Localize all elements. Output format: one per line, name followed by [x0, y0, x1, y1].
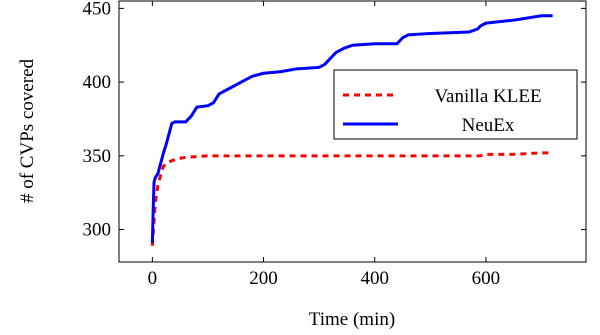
plot-frame — [118, 0, 587, 263]
ticks-layer: 0 200 400 600 300 350 400 450 — [83, 0, 586, 289]
y-tick-label: 400 — [83, 72, 112, 93]
legend: Vanilla KLEE NeuEx — [333, 69, 578, 140]
y-tick-label: 350 — [83, 146, 112, 167]
x-tick-label: 200 — [249, 268, 278, 289]
series-line-1 — [150, 14, 553, 243]
x-tick-label: 0 — [148, 268, 158, 289]
y-axis-label: # of CVPs covered — [17, 58, 38, 203]
legend-label-0: Vanilla KLEE — [434, 86, 541, 107]
legend-label-1: NeuEx — [462, 115, 515, 136]
x-axis-label: Time (min) — [309, 309, 395, 330]
y-tick-label: 300 — [83, 220, 112, 241]
series-line-0 — [150, 151, 553, 246]
x-tick-label: 400 — [360, 268, 389, 289]
x-tick-label: 600 — [472, 268, 501, 289]
series-layer — [150, 14, 553, 246]
y-tick-label: 450 — [83, 0, 112, 19]
legend-box — [333, 69, 578, 140]
